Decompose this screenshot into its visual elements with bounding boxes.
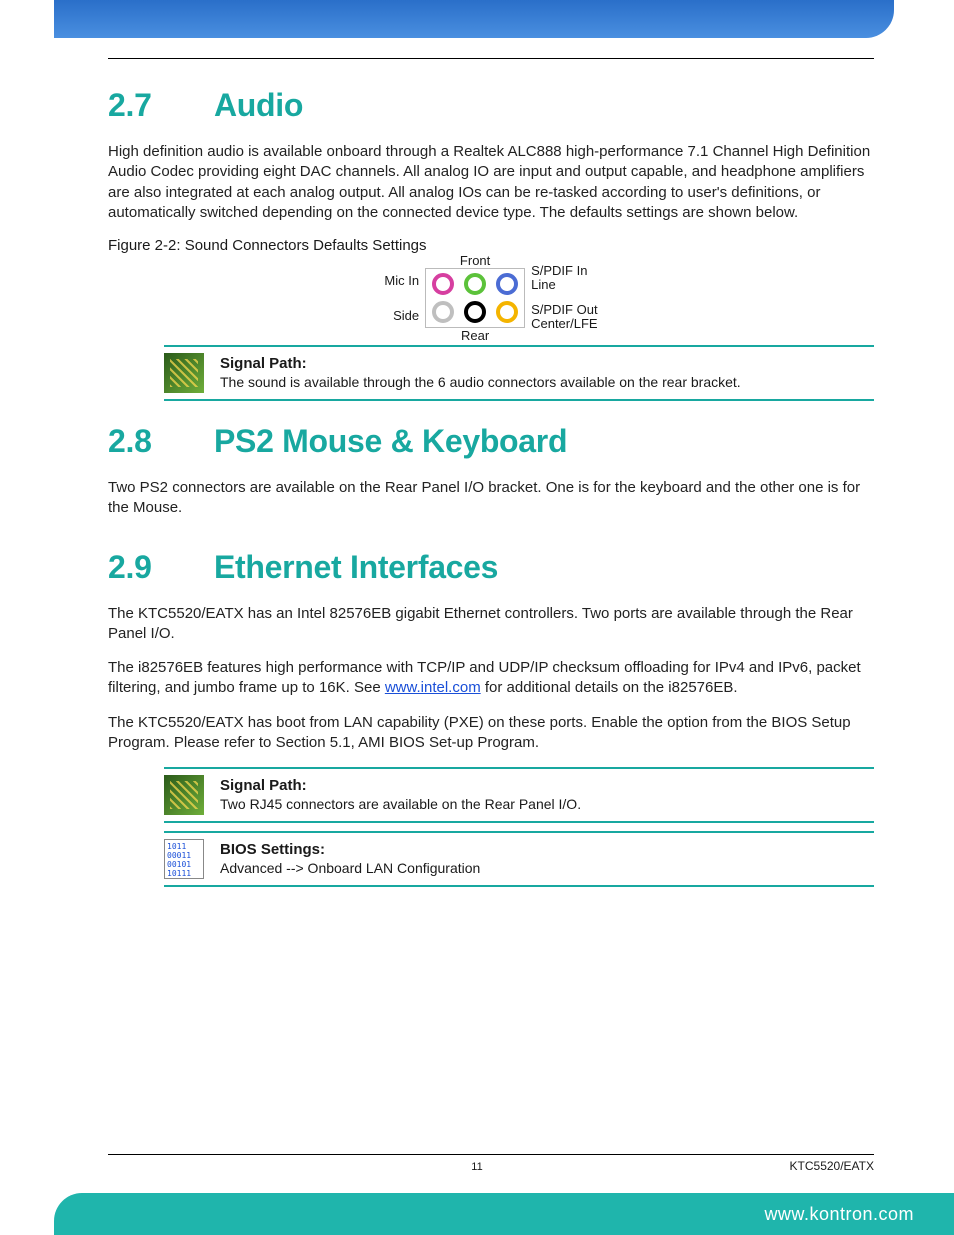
top-rule — [108, 58, 874, 59]
callout-title: Signal Path: — [220, 355, 874, 372]
audio-panel: Front Rear — [425, 268, 525, 328]
footer-url: www.kontron.com — [764, 1204, 914, 1225]
ethernet-para2: The i82576EB features high performance w… — [108, 658, 874, 699]
ethernet-para2-post: for additional details on the i82576EB. — [481, 679, 738, 696]
callout-text: Advanced --> Onboard LAN Configuration — [220, 860, 874, 876]
label-mic-in: Mic In — [384, 273, 419, 288]
audio-paragraph: High definition audio is available onboa… — [108, 142, 874, 223]
label-spdif-in-l2: Line — [531, 278, 587, 292]
heading-title: PS2 Mouse & Keyboard — [214, 423, 567, 459]
callout-title: BIOS Settings: — [220, 841, 874, 858]
label-front: Front — [460, 253, 490, 268]
label-spdif-in-l1: S/PDIF In — [531, 264, 587, 278]
jack-spdif-out — [496, 301, 518, 323]
label-spdif-in: S/PDIF In Line — [531, 264, 587, 293]
bios-icon: 1011 00011 00101 10111 — [164, 839, 204, 879]
pcb-icon — [164, 775, 204, 815]
ps2-paragraph: Two PS2 connectors are available on the … — [108, 478, 874, 519]
jack-mic-in — [432, 273, 454, 295]
content-area: 2.7Audio High definition audio is availa… — [108, 58, 874, 1135]
callout-ethernet-bios: 1011 00011 00101 10111 BIOS Settings: Ad… — [164, 831, 874, 887]
audio-figure-caption: Figure 2-2: Sound Connectors Defaults Se… — [108, 237, 874, 254]
callout-body: Signal Path: The sound is available thro… — [220, 353, 874, 390]
label-side: Side — [393, 308, 419, 323]
audio-row-1 — [432, 273, 518, 295]
label-spdif-out-l2: Center/LFE — [531, 317, 597, 331]
heading-title: Audio — [214, 87, 303, 123]
heading-ps2: 2.8PS2 Mouse & Keyboard — [108, 423, 874, 460]
footer-bar: www.kontron.com — [54, 1193, 954, 1235]
heading-number: 2.8 — [108, 423, 214, 460]
heading-title: Ethernet Interfaces — [214, 549, 498, 585]
callout-text: Two RJ45 connectors are available on the… — [220, 796, 874, 812]
heading-ethernet: 2.9Ethernet Interfaces — [108, 549, 874, 586]
page: 2.7Audio High definition audio is availa… — [0, 0, 954, 1235]
jack-side — [432, 301, 454, 323]
jack-spdif-in — [496, 273, 518, 295]
label-spdif-out: S/PDIF Out Center/LFE — [531, 303, 597, 332]
callout-body: Signal Path: Two RJ45 connectors are ava… — [220, 775, 874, 812]
ethernet-para1: The KTC5520/EATX has an Intel 82576EB gi… — [108, 604, 874, 645]
header-bar — [54, 0, 894, 38]
intel-link[interactable]: www.intel.com — [385, 679, 481, 696]
callout-audio-signal-path: Signal Path: The sound is available thro… — [164, 345, 874, 401]
jack-rear — [464, 301, 486, 323]
audio-left-labels: Mic In Side — [384, 273, 419, 323]
heading-number: 2.9 — [108, 549, 214, 586]
callout-body: BIOS Settings: Advanced --> Onboard LAN … — [220, 839, 874, 876]
label-rear: Rear — [461, 328, 489, 343]
heading-audio: 2.7Audio — [108, 87, 874, 124]
footer-doc-id: KTC5520/EATX — [790, 1159, 874, 1173]
label-spdif-out-l1: S/PDIF Out — [531, 303, 597, 317]
callout-title: Signal Path: — [220, 777, 874, 794]
footer-rule — [108, 1154, 874, 1159]
jack-front — [464, 273, 486, 295]
ethernet-para3: The KTC5520/EATX has boot from LAN capab… — [108, 713, 874, 754]
heading-number: 2.7 — [108, 87, 214, 124]
callout-ethernet-signal-path: Signal Path: Two RJ45 connectors are ava… — [164, 767, 874, 823]
audio-right-labels: S/PDIF In Line S/PDIF Out Center/LFE — [531, 264, 597, 331]
audio-connector-diagram: Mic In Side Front Rear S/PD — [281, 264, 701, 331]
pcb-icon — [164, 353, 204, 393]
footer-page-number: 11 — [471, 1161, 482, 1173]
callout-text: The sound is available through the 6 aud… — [220, 374, 874, 390]
audio-row-2 — [432, 301, 518, 323]
